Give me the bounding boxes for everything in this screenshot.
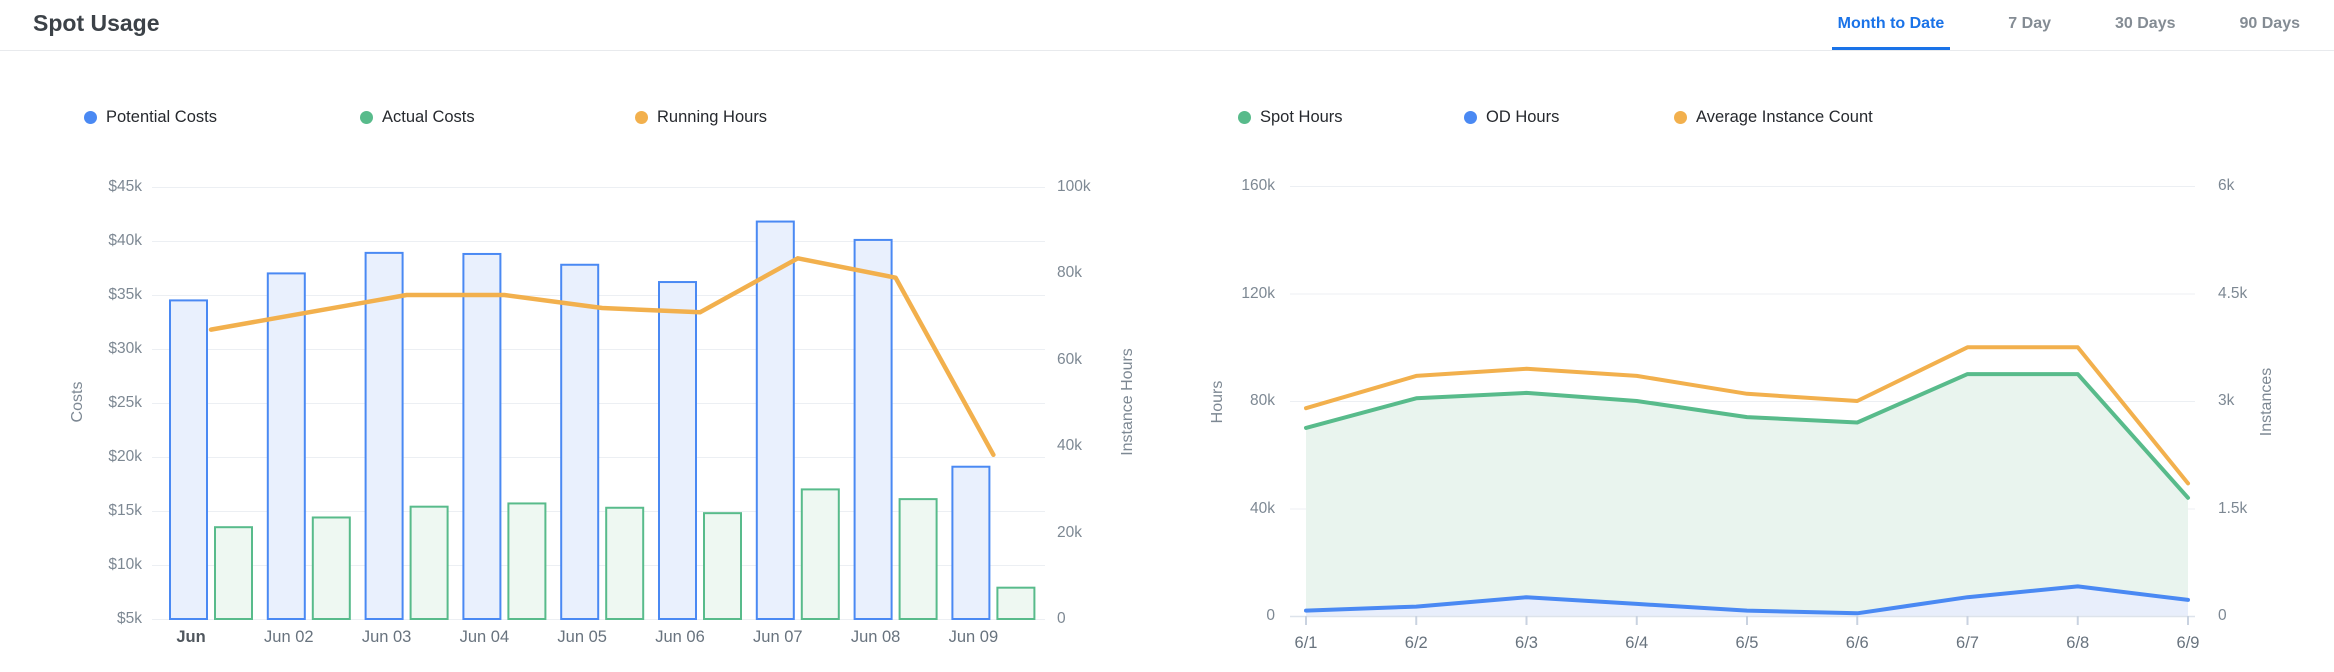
costs-axis-title: Costs <box>69 381 86 423</box>
x-axis-label: Jun 06 <box>655 628 705 646</box>
axis-tick-label: $30k <box>108 340 142 357</box>
x-axis-label: Jun 07 <box>753 628 803 646</box>
od-hours-line <box>1304 584 2190 616</box>
x-axis-label: Jun 04 <box>459 628 510 646</box>
axis-tick-label: 40k <box>1250 499 1275 517</box>
hours-axis-title: Hours <box>1209 380 1226 424</box>
axis-tick-label: 40k <box>1057 437 1082 455</box>
legend-label: OD Hours <box>1486 108 1560 126</box>
axis-tick-label: 80k <box>1250 392 1275 409</box>
axis-tick-label: 0 <box>1057 610 1066 627</box>
hours-area-plot <box>1290 186 2195 625</box>
spot-hours-line <box>1304 372 2190 500</box>
running-hours-line <box>208 256 996 458</box>
axis-tick-label: 100k <box>1057 178 1091 195</box>
tab-30-days[interactable]: 30 Days <box>2115 14 2176 32</box>
x-axis-label: 6/6 <box>1845 634 1869 652</box>
axis-tick-label: 1.5k <box>2218 499 2248 517</box>
axis-tick-label: $40k <box>108 232 142 249</box>
tab-7-day[interactable]: 7 Day <box>2008 14 2051 32</box>
axis-tick-label: 20k <box>1057 523 1082 541</box>
header-divider <box>0 50 2334 51</box>
axis-tick-label: 120k <box>1241 284 1275 302</box>
x-axis-label: Jun <box>176 628 206 646</box>
od-hours-dot-icon <box>1464 111 1477 124</box>
x-axis-label: 6/1 <box>1294 634 1318 652</box>
potential-costs-bars <box>169 220 991 621</box>
axis-tick-label: $25k <box>108 394 142 411</box>
axis-tick-label: 0 <box>2218 607 2227 624</box>
time-range-tabs: Month to Date 7 Day 30 Days 90 Days <box>1831 0 2306 50</box>
legend-actual-costs[interactable]: Actual Costs <box>360 108 475 127</box>
legend-running-hours[interactable]: Running Hours <box>635 108 767 127</box>
page-title: Spot Usage <box>33 10 160 36</box>
axis-tick-label: 3k <box>2218 392 2235 409</box>
x-axis-label: 6/9 <box>2176 634 2200 652</box>
axis-tick-label: $15k <box>108 502 142 519</box>
axis-tick-label: $10k <box>108 556 142 573</box>
x-axis-label: Jun 03 <box>361 628 412 646</box>
average-instance-count-dot-icon <box>1674 111 1687 124</box>
legend-label: Average Instance Count <box>1696 108 1873 126</box>
legend-label: Actual Costs <box>382 108 475 126</box>
legend-average-instance-count[interactable]: Average Instance Count <box>1674 108 1873 127</box>
legend-potential-costs[interactable]: Potential Costs <box>84 108 217 127</box>
axis-tick-label: $20k <box>108 448 142 465</box>
x-axis-label: 6/7 <box>1956 634 1979 652</box>
legend-od-hours[interactable]: OD Hours <box>1464 108 1559 127</box>
x-axis-label: 6/2 <box>1404 634 1428 652</box>
legend-label: Spot Hours <box>1260 108 1343 126</box>
axis-tick-label: $45k <box>108 178 142 195</box>
legend-label: Running Hours <box>657 108 768 126</box>
instance-hours-axis-title: Instance Hours <box>1119 348 1136 456</box>
actual-costs-bars <box>214 488 1036 621</box>
x-axis-label: 6/3 <box>1515 634 1538 652</box>
axis-tick-label: 4.5k <box>2218 284 2248 302</box>
axis-tick-label: 60k <box>1057 350 1082 368</box>
tab-month-to-date[interactable]: Month to Date <box>1831 0 1951 50</box>
instances-axis-title: Instances <box>2258 367 2275 437</box>
potential-costs-dot-icon <box>84 111 97 124</box>
axis-tick-label: 0 <box>1266 607 1275 624</box>
running-hours-dot-icon <box>635 111 648 124</box>
axis-tick-label: $5k <box>117 610 142 627</box>
spot-hours-dot-icon <box>1238 111 1251 124</box>
od-hours-area <box>1306 586 2188 616</box>
x-axis-label: 6/4 <box>1625 634 1649 652</box>
costs-bar-line-plot <box>152 187 1045 621</box>
axis-tick-label: 80k <box>1057 264 1082 282</box>
x-axis-label: Jun 05 <box>557 628 607 646</box>
average-instance-count-line <box>1304 345 2190 486</box>
x-axis-label: 6/5 <box>1735 634 1759 652</box>
x-axis-label: 6/8 <box>2066 634 2090 652</box>
axis-tick-label: 6k <box>2218 177 2235 194</box>
legend-label: Potential Costs <box>106 108 217 126</box>
x-axis-label: Jun 09 <box>948 628 999 646</box>
axis-tick-label: 160k <box>1241 177 1275 194</box>
axis-tick-label: $35k <box>108 286 142 303</box>
tab-90-days[interactable]: 90 Days <box>2239 14 2301 32</box>
spot-hours-area <box>1306 374 2188 616</box>
legend-spot-hours[interactable]: Spot Hours <box>1238 108 1343 127</box>
x-axis-label: Jun 08 <box>850 628 901 646</box>
actual-costs-dot-icon <box>360 111 373 124</box>
x-axis-label: Jun 02 <box>264 628 314 646</box>
